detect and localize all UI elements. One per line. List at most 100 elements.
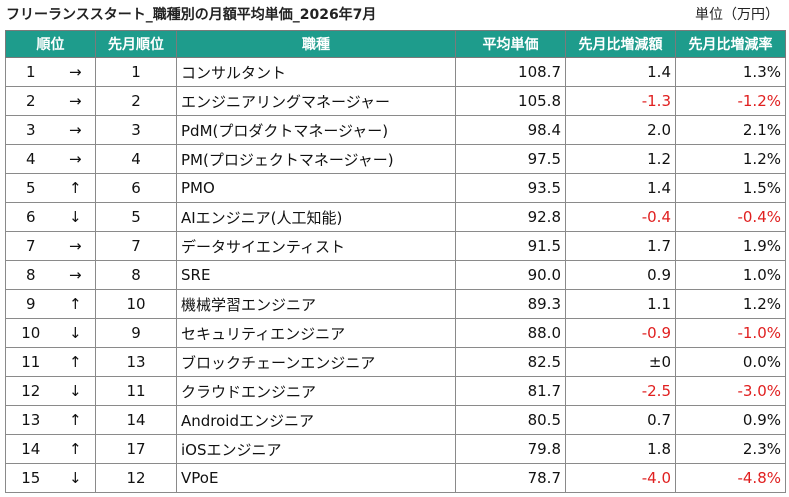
table-cell: 90.0 [455, 260, 566, 290]
table-cell: -1.2% [675, 86, 786, 116]
table-cell: 79.8 [455, 434, 566, 464]
ranking-table: 順位 先月順位 職種 平均単価 先月比増減額 先月比増減率 1 → 1 コンサルタント 108.7… [5, 30, 786, 493]
header-row: 順位 先月順位 職種 平均単価 先月比増減額 先月比増減率 [5, 30, 786, 58]
table-row: 3 → 3 PdM(プロダクトマネージャー) 98.4 2.0 2.1% [5, 115, 786, 145]
table-cell: 80.5 [455, 405, 566, 435]
table-cell: 0.0% [675, 347, 786, 377]
table-cell: 12 [95, 463, 177, 493]
table-cell: PMO [176, 173, 456, 203]
table-cell: -1.0% [675, 318, 786, 348]
table-cell: クラウドエンジニア [176, 376, 456, 406]
table-cell: 14 [5, 434, 56, 464]
table-cell: 9 [95, 318, 177, 348]
table-cell: 機械学習エンジニア [176, 289, 456, 319]
title: フリーランススタート_職種別の月額平均単価_2026年7月 [6, 7, 377, 23]
table-cell: SRE [176, 260, 456, 290]
table-cell: iOSエンジニア [176, 434, 456, 464]
table-cell: ブロックチェーンエンジニア [176, 347, 456, 377]
table-cell: ↓ [55, 318, 96, 348]
table-cell: PdM(プロダクトマネージャー) [176, 115, 456, 145]
table-cell: 1.5% [675, 173, 786, 203]
table-cell: 10 [5, 318, 56, 348]
table-cell: 11 [5, 347, 56, 377]
table-cell: -0.9 [565, 318, 676, 348]
table-cell: 82.5 [455, 347, 566, 377]
table-cell: 105.8 [455, 86, 566, 116]
table-cell: -3.0% [675, 376, 786, 406]
table-cell: 5 [95, 202, 177, 232]
table-cell: コンサルタント [176, 57, 456, 87]
table-cell: 1 [5, 57, 56, 87]
table-cell: 13 [5, 405, 56, 435]
table-cell: -2.5 [565, 376, 676, 406]
table-cell: データサイエンティスト [176, 231, 456, 261]
table-cell: 2 [95, 86, 177, 116]
table-cell: → [55, 57, 96, 87]
table-cell: → [55, 115, 96, 145]
table-row: 14 ↑ 17 iOSエンジニア 79.8 1.8 2.3% [5, 434, 786, 464]
column-header: 先月比増減率 [675, 30, 786, 58]
table-cell: 92.8 [455, 202, 566, 232]
table-cell: 7 [95, 231, 177, 261]
table-cell: 1.2% [675, 289, 786, 319]
table-cell: ↑ [55, 289, 96, 319]
table-row: 13 ↑ 14 Androidエンジニア 80.5 0.7 0.9% [5, 405, 786, 435]
table-cell: 108.7 [455, 57, 566, 87]
column-header: 平均単価 [455, 30, 566, 58]
table-cell: 89.3 [455, 289, 566, 319]
table-cell: -4.0 [565, 463, 676, 493]
table-cell: 14 [95, 405, 177, 435]
table-cell: ↑ [55, 173, 96, 203]
table-row: 7 → 7 データサイエンティスト 91.5 1.7 1.9% [5, 231, 786, 261]
table-row: 15 ↓ 12 VPoE 78.7 -4.0 -4.8% [5, 463, 786, 493]
table-row: 8 → 8 SRE 90.0 0.9 1.0% [5, 260, 786, 290]
table-cell: 0.9% [675, 405, 786, 435]
table-row: 12 ↓ 11 クラウドエンジニア 81.7 -2.5 -3.0% [5, 376, 786, 406]
table-cell: 12 [5, 376, 56, 406]
table-cell: → [55, 86, 96, 116]
table-cell: ↓ [55, 202, 96, 232]
table-cell: 17 [95, 434, 177, 464]
table-cell: 15 [5, 463, 56, 493]
table-row: 6 ↓ 5 AIエンジニア(人工知能) 92.8 -0.4 -0.4% [5, 202, 786, 232]
table-cell: -0.4% [675, 202, 786, 232]
table-cell: 2.1% [675, 115, 786, 145]
table-cell: 97.5 [455, 144, 566, 174]
table-cell: 7 [5, 231, 56, 261]
table-cell: セキュリティエンジニア [176, 318, 456, 348]
table-cell: 11 [95, 376, 177, 406]
table-cell: 3 [95, 115, 177, 145]
table-cell: 4 [5, 144, 56, 174]
table-cell: 2 [5, 86, 56, 116]
table-cell: ±0 [565, 347, 676, 377]
table-cell: 1.1 [565, 289, 676, 319]
table-cell: 1.2 [565, 144, 676, 174]
table-cell: 1.3% [675, 57, 786, 87]
column-header: 先月比増減額 [565, 30, 676, 58]
table-cell: 78.7 [455, 463, 566, 493]
table-row: 4 → 4 PM(プロジェクトマネージャー) 97.5 1.2 1.2% [5, 144, 786, 174]
table-cell: 13 [95, 347, 177, 377]
table-cell: 10 [95, 289, 177, 319]
table-cell: 81.7 [455, 376, 566, 406]
table-row: 2 → 2 エンジニアリングマネージャー 105.8 -1.3 -1.2% [5, 86, 786, 116]
table-cell: PM(プロジェクトマネージャー) [176, 144, 456, 174]
table-cell: -4.8% [675, 463, 786, 493]
table-row: 5 ↑ 6 PMO 93.5 1.4 1.5% [5, 173, 786, 203]
table-cell: ↓ [55, 376, 96, 406]
table-cell: 88.0 [455, 318, 566, 348]
column-header: 順位 [5, 30, 96, 58]
table-cell: 1.0% [675, 260, 786, 290]
table-cell: 9 [5, 289, 56, 319]
table-cell: Androidエンジニア [176, 405, 456, 435]
table-cell: 98.4 [455, 115, 566, 145]
table-cell: 1.4 [565, 173, 676, 203]
table-cell: 5 [5, 173, 56, 203]
table-cell: → [55, 144, 96, 174]
table-cell: -1.3 [565, 86, 676, 116]
table-cell: 2.0 [565, 115, 676, 145]
table-cell: 3 [5, 115, 56, 145]
table-cell: 1.9% [675, 231, 786, 261]
table-row: 10 ↓ 9 セキュリティエンジニア 88.0 -0.9 -1.0% [5, 318, 786, 348]
